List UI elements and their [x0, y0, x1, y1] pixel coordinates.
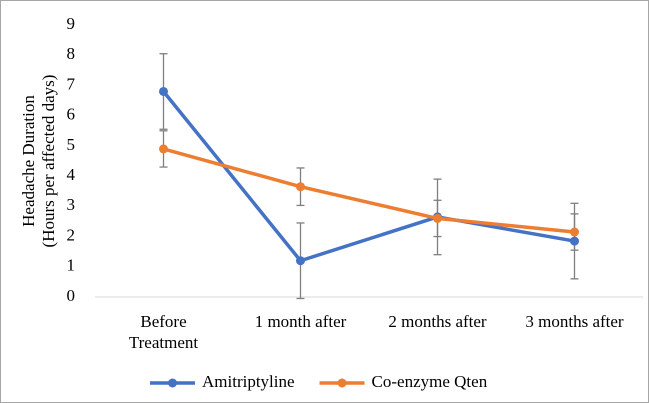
series-line: [163, 147, 575, 234]
marker: [570, 227, 579, 237]
series-line: [162, 90, 575, 263]
legend-label: Amitriptyline: [202, 372, 295, 391]
marker: [296, 256, 305, 266]
y-tick-label: 1: [67, 256, 76, 275]
x-tick-label: 1 month after: [254, 312, 347, 331]
legend-marker: [337, 378, 347, 388]
y-tick-label: 3: [67, 195, 76, 214]
legend-marker: [168, 378, 177, 388]
y-tick-label: 6: [67, 105, 76, 124]
marker: [159, 86, 168, 96]
marker: [296, 182, 305, 192]
x-tick-label: 3 months after: [525, 312, 624, 331]
y-tick-label: 2: [67, 225, 76, 244]
y-tick-label: 8: [67, 44, 76, 63]
x-tick-label: 2 months after: [388, 312, 487, 331]
y-axis-label: (Hours per affected days): [39, 75, 58, 248]
y-tick-label: 9: [67, 14, 76, 33]
marker: [159, 144, 168, 154]
y-axis-label: Headache Duration: [19, 95, 38, 227]
y-tick-label: 0: [67, 286, 76, 305]
x-tick-label: Before Treatment: [128, 312, 199, 352]
legend-label: Co-enzyme Qten: [372, 372, 488, 391]
y-tick-label: 7: [67, 74, 76, 93]
marker: [570, 236, 579, 246]
y-tick-label: 5: [67, 135, 76, 154]
marker: [433, 213, 442, 223]
y-tick-label: 4: [67, 165, 76, 184]
